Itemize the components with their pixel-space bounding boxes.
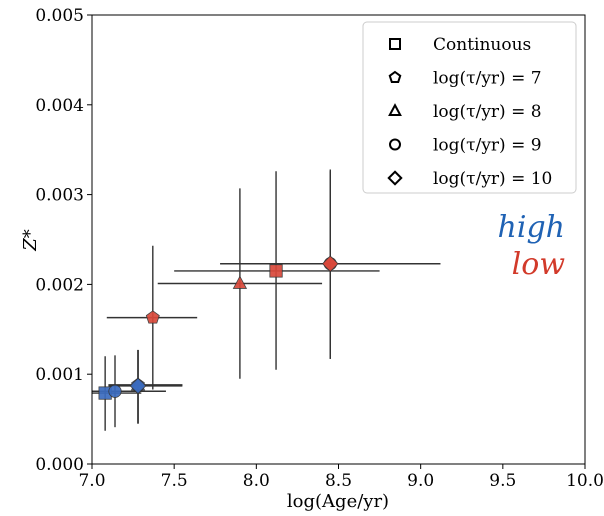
- legend-label-square: Continuous: [433, 35, 531, 55]
- low-square-marker: [269, 264, 283, 278]
- low-pentagon-marker: [145, 310, 160, 324]
- legend: Continuous log(τ/yr) = 7 log(τ/yr) = 8 log(…: [362, 21, 577, 194]
- y-axis-ticks: 0.000 0.001 0.002 0.003 0.004 0.005: [35, 6, 92, 475]
- y-tick-label: 0.005: [35, 6, 84, 26]
- x-tick-label: 8.0: [243, 471, 270, 491]
- x-tick-label: 7.0: [78, 471, 105, 491]
- annotation-high: high: [498, 210, 565, 245]
- legend-triangle-icon: [388, 103, 402, 116]
- error-bars: [92, 169, 441, 431]
- y-tick-label: 0.004: [35, 96, 84, 116]
- legend-label-triangle: log(τ/yr) = 8: [433, 102, 542, 122]
- x-axis-label: log(Age/yr): [287, 491, 389, 512]
- low-triangle-marker: [232, 275, 248, 289]
- y-tick-label: 0.000: [35, 455, 84, 475]
- y-tick-label: 0.003: [35, 186, 84, 206]
- y-axis-label: Z*: [20, 229, 41, 252]
- legend-label-circle: log(τ/yr) = 9: [433, 136, 542, 156]
- legend-diamond-icon: [387, 170, 403, 186]
- low-diamond-marker: [321, 255, 339, 273]
- x-tick-label: 7.5: [161, 471, 188, 491]
- y-tick-label: 0.002: [35, 275, 84, 295]
- x-tick-label: 8.5: [325, 471, 352, 491]
- legend-label-diamond: log(τ/yr) = 10: [433, 169, 552, 189]
- legend-pentagon-icon: [388, 70, 402, 83]
- legend-box: [362, 21, 577, 194]
- legend-circle-icon: [389, 138, 401, 151]
- annotation-low: low: [512, 247, 566, 282]
- x-tick-label: 9.0: [407, 471, 434, 491]
- x-axis-ticks: 7.0 7.5 8.0 8.5 9.0 9.5 10.0: [78, 464, 604, 491]
- x-tick-label: 9.5: [489, 471, 516, 491]
- x-tick-label: 10.0: [566, 471, 604, 491]
- legend-label-pentagon: log(τ/yr) = 7: [433, 69, 542, 89]
- high-diamond-marker: [129, 377, 147, 395]
- high-circle-marker: [108, 384, 122, 398]
- data-markers: [98, 255, 339, 400]
- legend-square-icon: [389, 38, 401, 50]
- y-tick-label: 0.001: [35, 365, 84, 385]
